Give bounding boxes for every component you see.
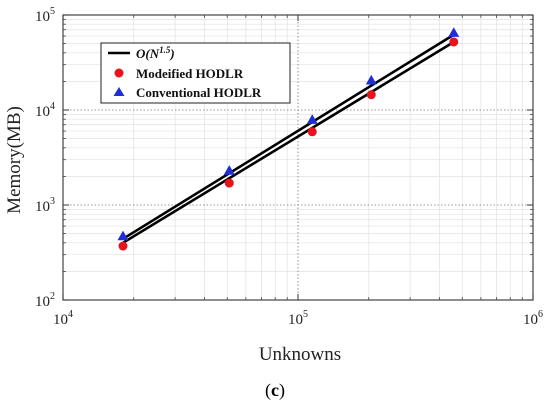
figure-caption: (c): [265, 380, 285, 400]
tick-labels: 104 105 106 102 103 104 105: [35, 6, 543, 328]
y-tick-label: 105: [35, 6, 55, 25]
fit-line: [122, 33, 455, 240]
fit-line: [122, 40, 455, 244]
y-tick-label: 103: [35, 196, 55, 215]
x-tick-label: 104: [53, 309, 73, 328]
point-modified-hodlr: [224, 178, 234, 188]
point-conventional-hodlr: [448, 27, 460, 37]
data-points: [117, 27, 460, 251]
axis-ticks: [62, 14, 534, 301]
point-conventional-hodlr: [223, 165, 235, 175]
caption-letter: c: [271, 380, 279, 400]
x-axis-label: Unknowns: [259, 344, 341, 365]
point-modified-hodlr: [366, 90, 376, 100]
point-conventional-hodlr: [117, 230, 129, 241]
legend-marker-conventional: [113, 87, 125, 96]
legend-marker-modified: [114, 68, 124, 78]
legend-fit-label: O(N1.5): [136, 45, 175, 61]
legend: O(N1.5) Modeified HODLR Conventional HOD…: [100, 42, 291, 104]
y-tick-label: 104: [35, 101, 55, 120]
x-tick-label: 105: [288, 309, 308, 328]
y-tick-label: 102: [35, 291, 55, 310]
x-tick-label: 106: [523, 309, 543, 328]
point-modified-hodlr: [307, 127, 317, 137]
point-conventional-hodlr: [306, 114, 318, 124]
fit-lines: [122, 33, 455, 244]
point-modified-hodlr: [449, 37, 459, 47]
y-axis-label: Memory(MB): [4, 106, 25, 214]
point-conventional-hodlr: [365, 74, 377, 85]
chart: 104 105 106 102 103 104 105 Unknowns Memory(MB…: [4, 6, 543, 365]
point-modified-hodlr: [118, 241, 128, 251]
legend-label-conventional: Conventional HODLR: [136, 85, 262, 100]
legend-box: [100, 42, 291, 104]
legend-label-modified: Modeified HODLR: [136, 66, 244, 81]
